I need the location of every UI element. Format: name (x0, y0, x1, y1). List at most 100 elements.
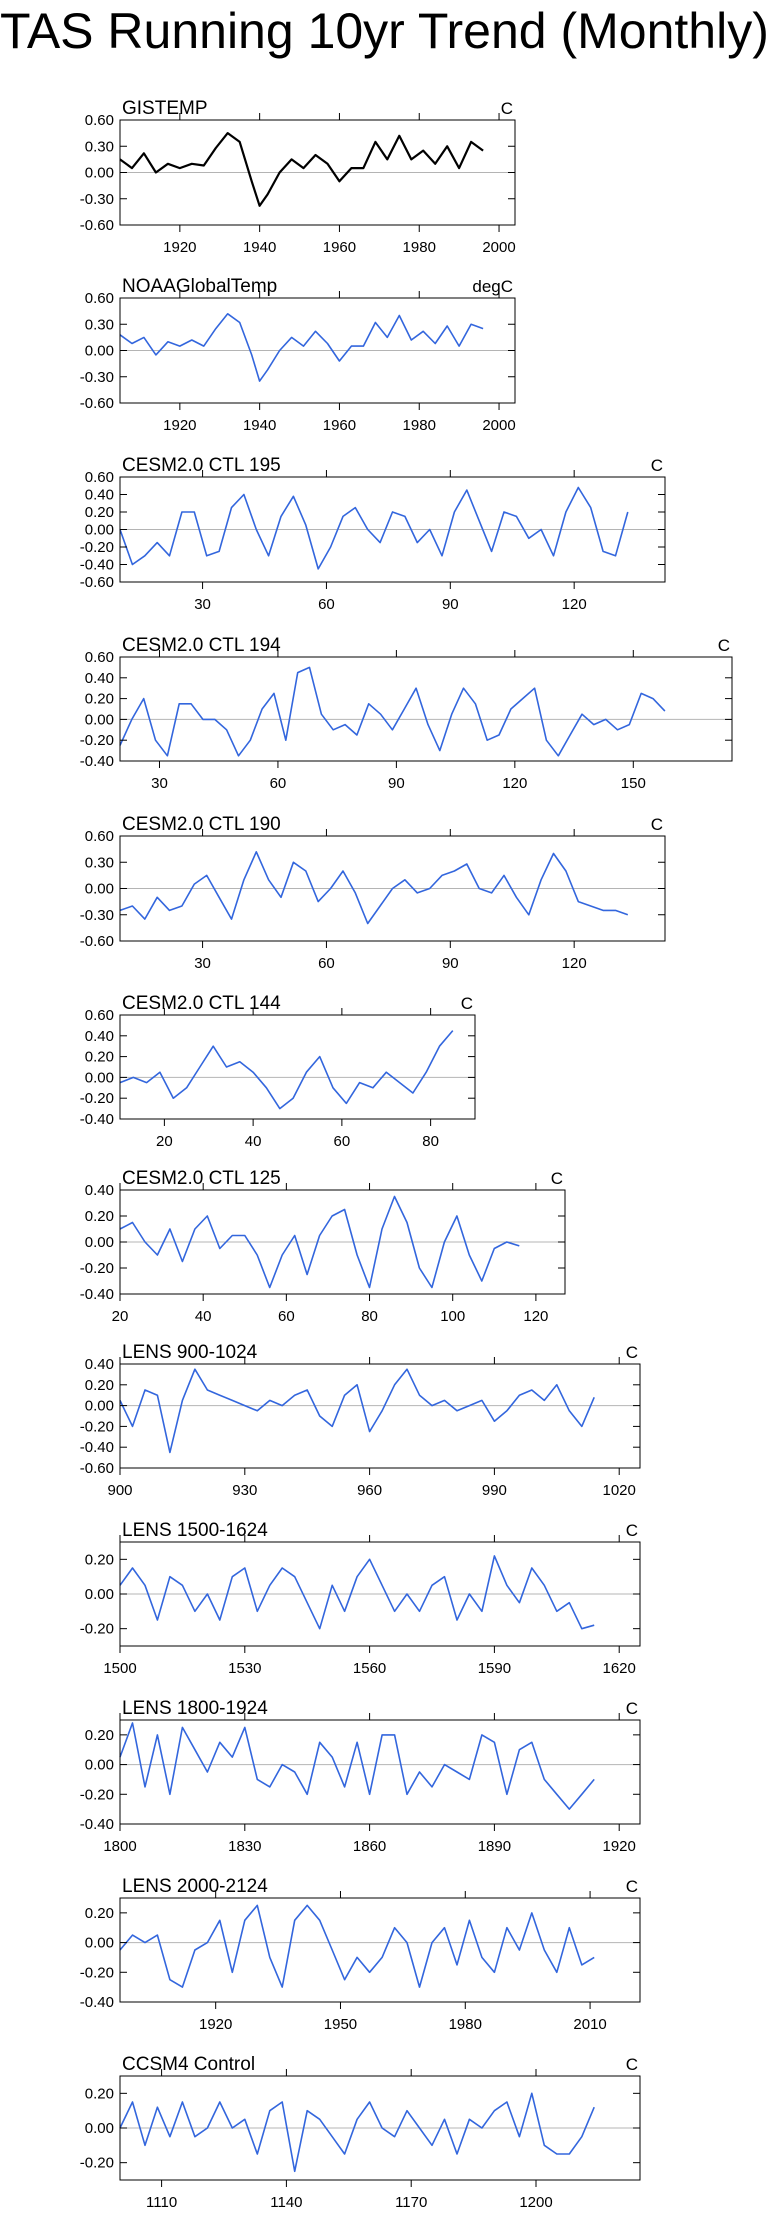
series-line (119, 1555, 595, 1630)
y-tick-label: 0.00 (85, 2120, 114, 2137)
x-tick-label: 1920 (163, 417, 196, 434)
page-title: TAS Running 10yr Trend (Monthly) (0, 3, 769, 59)
y-tick-label: -0.20 (80, 539, 114, 556)
x-tick-label: 30 (194, 955, 211, 972)
units-label: C (551, 1169, 563, 1188)
chart-panel: -0.20 0.00 0.20 1110 1140 1170 1200 CCSM4 Contr… (80, 2054, 641, 2211)
chart-panel: -0.20 0.00 0.20 1500 1530 1560 1590 1620 LENS 15… (80, 1520, 641, 1677)
plot-frame (119, 656, 733, 762)
units-label: degC (472, 277, 513, 296)
chart-panel: -0.40 -0.20 0.00 0.20 1800 1830 1860 1890 1920 LE… (80, 1698, 641, 1855)
x-tick-label: 1860 (353, 1838, 386, 1855)
y-tick-label: 0.00 (85, 1234, 114, 1251)
x-tick-label: 90 (442, 955, 459, 972)
panel-title: NOAAGlobalTemp (122, 276, 277, 297)
x-tick-label: 120 (562, 596, 587, 613)
x-tick-label: 1950 (324, 2016, 357, 2033)
x-tick-label: 1980 (403, 417, 436, 434)
chart-panel: -0.40 -0.20 0.00 0.20 0.40 0.60 20 40 60 80 CESM2.… (80, 993, 476, 1150)
y-tick-label: -0.40 (80, 1994, 114, 2011)
plot-frame (119, 1897, 641, 2003)
units-label: C (718, 636, 730, 655)
series-line (119, 1368, 595, 1454)
x-tick-label: 60 (278, 1308, 295, 1325)
x-tick-label: 1920 (199, 2016, 232, 2033)
y-tick-label: 0.20 (85, 1551, 114, 1568)
y-tick-label: 0.20 (85, 691, 114, 708)
x-tick-label: 2010 (573, 2016, 606, 2033)
chart-panel: -0.60 -0.30 0.00 0.30 0.60 1920 1940 1960 1980 20… (80, 98, 516, 256)
y-tick-label: -0.60 (80, 574, 114, 591)
x-tick-label: 1200 (519, 2194, 552, 2211)
series-line (119, 1195, 520, 1289)
plot-frame (119, 1719, 641, 1825)
x-tick-label: 30 (151, 775, 168, 792)
y-tick-label: -0.40 (80, 1111, 114, 1128)
x-tick-label: 1530 (228, 1660, 261, 1677)
plot-frame (119, 1363, 641, 1469)
x-tick-label: 1830 (228, 1838, 261, 1855)
x-tick-label: 1140 (270, 2194, 302, 2211)
y-tick-label: 0.20 (85, 1905, 114, 1922)
panel-title: CESM2.0 CTL 194 (122, 635, 281, 656)
y-tick-label: 0.40 (85, 670, 114, 687)
x-tick-label: 1020 (603, 1482, 636, 1499)
x-tick-label: 60 (334, 1133, 351, 1150)
x-tick-label: 60 (270, 775, 287, 792)
x-tick-label: 120 (562, 955, 587, 972)
y-tick-label: 0.00 (85, 881, 114, 898)
x-tick-label: 1940 (243, 417, 276, 434)
y-tick-label: -0.20 (80, 2155, 114, 2172)
y-tick-label: 0.20 (85, 1727, 114, 1744)
x-tick-label: 1110 (146, 2194, 177, 2211)
y-tick-label: -0.40 (80, 1816, 114, 1833)
units-label: C (626, 1343, 638, 1362)
y-tick-label: 0.00 (85, 165, 114, 182)
y-tick-label: 0.00 (85, 711, 114, 728)
y-tick-label: 0.40 (85, 1182, 114, 1199)
x-tick-label: 1560 (353, 1660, 386, 1677)
chart-panel: -0.60 -0.30 0.00 0.30 0.60 30 60 90 120 CESM2.0 C… (80, 814, 666, 972)
series-line (119, 1722, 595, 1810)
panel-title: GISTEMP (122, 98, 208, 119)
y-tick-label: 0.00 (85, 1586, 114, 1603)
y-tick-label: -0.20 (80, 732, 114, 749)
panel-title: CESM2.0 CTL 125 (122, 1168, 281, 1189)
x-tick-label: 20 (156, 1133, 173, 1150)
x-tick-label: 1890 (478, 1838, 511, 1855)
units-label: C (626, 2055, 638, 2074)
x-tick-label: 100 (440, 1308, 465, 1325)
units-label: C (626, 1699, 638, 1718)
y-tick-label: 0.00 (85, 1069, 114, 1086)
chart-panel: -0.60 -0.40 -0.20 0.00 0.20 0.40 900 930 960 990 1… (80, 1342, 641, 1499)
x-tick-label: 60 (318, 596, 335, 613)
y-tick-label: 0.20 (85, 2085, 114, 2102)
y-tick-label: -0.60 (80, 1460, 114, 1477)
y-tick-label: -0.20 (80, 1090, 114, 1107)
y-tick-label: 0.20 (85, 1208, 114, 1225)
y-tick-label: 0.60 (85, 649, 114, 666)
y-tick-label: -0.30 (80, 907, 114, 924)
x-tick-label: 1980 (403, 239, 436, 256)
y-tick-label: 0.00 (85, 522, 114, 539)
x-tick-label: 2000 (482, 417, 515, 434)
y-tick-label: 0.30 (85, 854, 114, 871)
y-tick-label: 0.00 (85, 343, 114, 360)
x-tick-label: 20 (112, 1308, 129, 1325)
chart-panel: -0.60-0.40-0.200.000.200.400.60 30 60 90 120… (80, 455, 666, 613)
series-line (119, 132, 484, 207)
x-tick-label: 90 (442, 596, 459, 613)
y-tick-label: 0.20 (85, 1049, 114, 1066)
series-line (119, 666, 666, 757)
y-tick-label: 0.60 (85, 828, 114, 845)
units-label: C (461, 994, 473, 1013)
y-tick-label: -0.20 (80, 1418, 114, 1435)
chart-panel: -0.40 -0.20 0.00 0.20 1920 1950 1980 2010 LENS 2… (80, 1876, 641, 2033)
x-tick-label: 1960 (323, 417, 356, 434)
y-tick-label: 0.60 (85, 1007, 114, 1024)
x-tick-label: 120 (502, 775, 527, 792)
x-tick-label: 40 (195, 1308, 212, 1325)
x-tick-label: 120 (523, 1308, 548, 1325)
x-tick-label: 2000 (482, 239, 515, 256)
y-tick-label: 0.20 (85, 1377, 114, 1394)
